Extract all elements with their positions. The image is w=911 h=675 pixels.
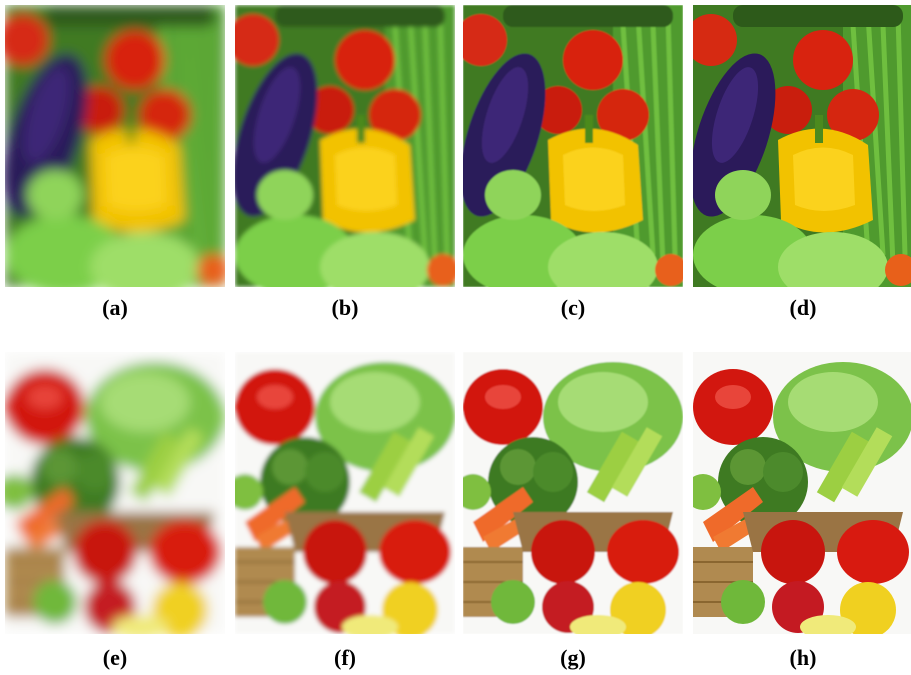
image-panel: [0, 352, 225, 639]
image-panel: [0, 5, 229, 302]
panel-label: (h): [790, 645, 817, 670]
image-panel: [455, 352, 683, 639]
image-panel: [215, 5, 459, 302]
image-panel: [673, 5, 911, 302]
panel-label: (g): [560, 645, 586, 670]
panel-label: (b): [332, 295, 359, 320]
panel-image: [673, 5, 911, 302]
image-panel: [685, 352, 911, 639]
image-panel: [227, 352, 455, 639]
panel-label: (d): [790, 295, 817, 320]
panel-image: [215, 5, 459, 302]
image-panel: [443, 5, 687, 302]
panel-label: (e): [103, 645, 127, 670]
panel-image: [227, 352, 455, 639]
panel-label: (c): [561, 295, 585, 320]
figure: (a) (b) (c) (d) (e) (f) (g) (h): [0, 0, 911, 675]
panel-label: (f): [334, 645, 356, 670]
panel-image: [455, 352, 683, 639]
panel-image: [685, 352, 911, 639]
panel-label: (a): [102, 295, 128, 320]
panel-image: [443, 5, 687, 302]
panel-image: [0, 352, 225, 639]
panel-image: [0, 5, 229, 302]
